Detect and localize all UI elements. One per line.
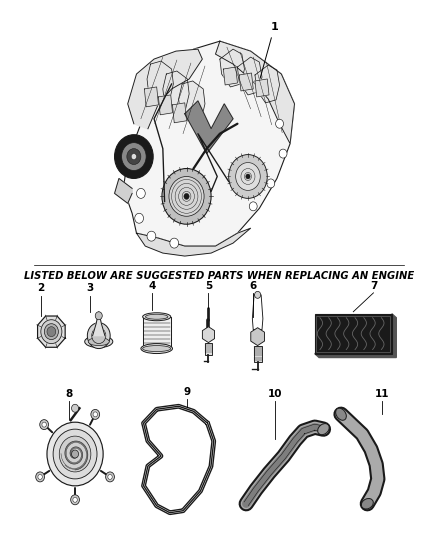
Circle shape xyxy=(249,202,257,211)
Circle shape xyxy=(184,193,189,199)
Circle shape xyxy=(71,404,78,412)
Circle shape xyxy=(276,119,283,128)
Circle shape xyxy=(135,213,144,223)
Polygon shape xyxy=(252,295,263,330)
Bar xyxy=(316,316,390,352)
Ellipse shape xyxy=(361,498,373,509)
Circle shape xyxy=(127,149,141,165)
Polygon shape xyxy=(255,79,269,97)
Polygon shape xyxy=(215,41,294,144)
Circle shape xyxy=(162,168,211,224)
Circle shape xyxy=(42,422,46,427)
Circle shape xyxy=(47,422,103,486)
Circle shape xyxy=(147,231,156,241)
Circle shape xyxy=(41,320,62,344)
Circle shape xyxy=(92,328,106,344)
Text: 10: 10 xyxy=(268,389,283,399)
Circle shape xyxy=(246,174,250,179)
Text: 6: 6 xyxy=(250,281,257,291)
Polygon shape xyxy=(115,179,132,203)
Circle shape xyxy=(59,436,91,472)
Polygon shape xyxy=(223,67,237,85)
Polygon shape xyxy=(38,316,65,348)
Circle shape xyxy=(44,324,58,340)
Circle shape xyxy=(254,292,261,298)
Polygon shape xyxy=(239,73,253,91)
Text: 2: 2 xyxy=(37,283,44,293)
Text: 3: 3 xyxy=(86,283,94,293)
Bar xyxy=(205,343,212,354)
Polygon shape xyxy=(185,101,233,154)
Text: 8: 8 xyxy=(65,389,73,399)
Polygon shape xyxy=(179,81,205,122)
Polygon shape xyxy=(173,103,187,123)
Ellipse shape xyxy=(145,314,168,319)
Bar xyxy=(314,314,392,353)
Ellipse shape xyxy=(143,313,171,321)
Circle shape xyxy=(93,412,97,417)
Text: 11: 11 xyxy=(375,389,389,399)
Text: 4: 4 xyxy=(148,281,156,291)
Circle shape xyxy=(91,409,99,419)
Circle shape xyxy=(267,179,275,188)
Circle shape xyxy=(36,472,45,482)
Ellipse shape xyxy=(143,345,171,352)
Text: 1: 1 xyxy=(260,22,278,78)
Circle shape xyxy=(73,497,77,502)
Polygon shape xyxy=(314,314,396,358)
Text: 9: 9 xyxy=(184,387,191,397)
Polygon shape xyxy=(145,87,159,107)
Ellipse shape xyxy=(88,337,110,345)
Ellipse shape xyxy=(336,408,346,421)
Circle shape xyxy=(106,472,114,482)
Bar xyxy=(254,345,261,361)
Polygon shape xyxy=(255,65,279,103)
Polygon shape xyxy=(159,95,173,115)
Polygon shape xyxy=(251,328,265,345)
Circle shape xyxy=(131,154,137,159)
Circle shape xyxy=(71,495,79,505)
Circle shape xyxy=(229,155,267,198)
Circle shape xyxy=(169,176,204,216)
Polygon shape xyxy=(128,49,202,129)
Polygon shape xyxy=(163,71,189,112)
Circle shape xyxy=(40,419,49,430)
Circle shape xyxy=(53,429,97,479)
Circle shape xyxy=(95,312,102,320)
Ellipse shape xyxy=(141,344,173,353)
Polygon shape xyxy=(92,312,105,336)
Circle shape xyxy=(87,322,110,349)
Polygon shape xyxy=(220,49,244,87)
Polygon shape xyxy=(237,57,262,95)
Circle shape xyxy=(170,238,179,248)
Circle shape xyxy=(115,135,153,179)
Circle shape xyxy=(137,188,145,198)
Circle shape xyxy=(38,474,42,479)
Circle shape xyxy=(71,450,78,458)
Circle shape xyxy=(108,474,112,479)
Text: LISTED BELOW ARE SUGGESTED PARTS WHEN REPLACING AN ENGINE: LISTED BELOW ARE SUGGESTED PARTS WHEN RE… xyxy=(24,271,414,281)
Circle shape xyxy=(122,143,146,171)
Circle shape xyxy=(47,327,56,337)
Polygon shape xyxy=(124,41,294,246)
Circle shape xyxy=(279,149,287,158)
Ellipse shape xyxy=(85,336,113,348)
Text: 7: 7 xyxy=(370,281,377,291)
Circle shape xyxy=(236,163,260,190)
Polygon shape xyxy=(137,228,251,256)
Text: 5: 5 xyxy=(205,281,212,291)
Polygon shape xyxy=(147,61,173,102)
Polygon shape xyxy=(202,327,215,343)
Polygon shape xyxy=(143,317,171,349)
Ellipse shape xyxy=(318,424,329,435)
